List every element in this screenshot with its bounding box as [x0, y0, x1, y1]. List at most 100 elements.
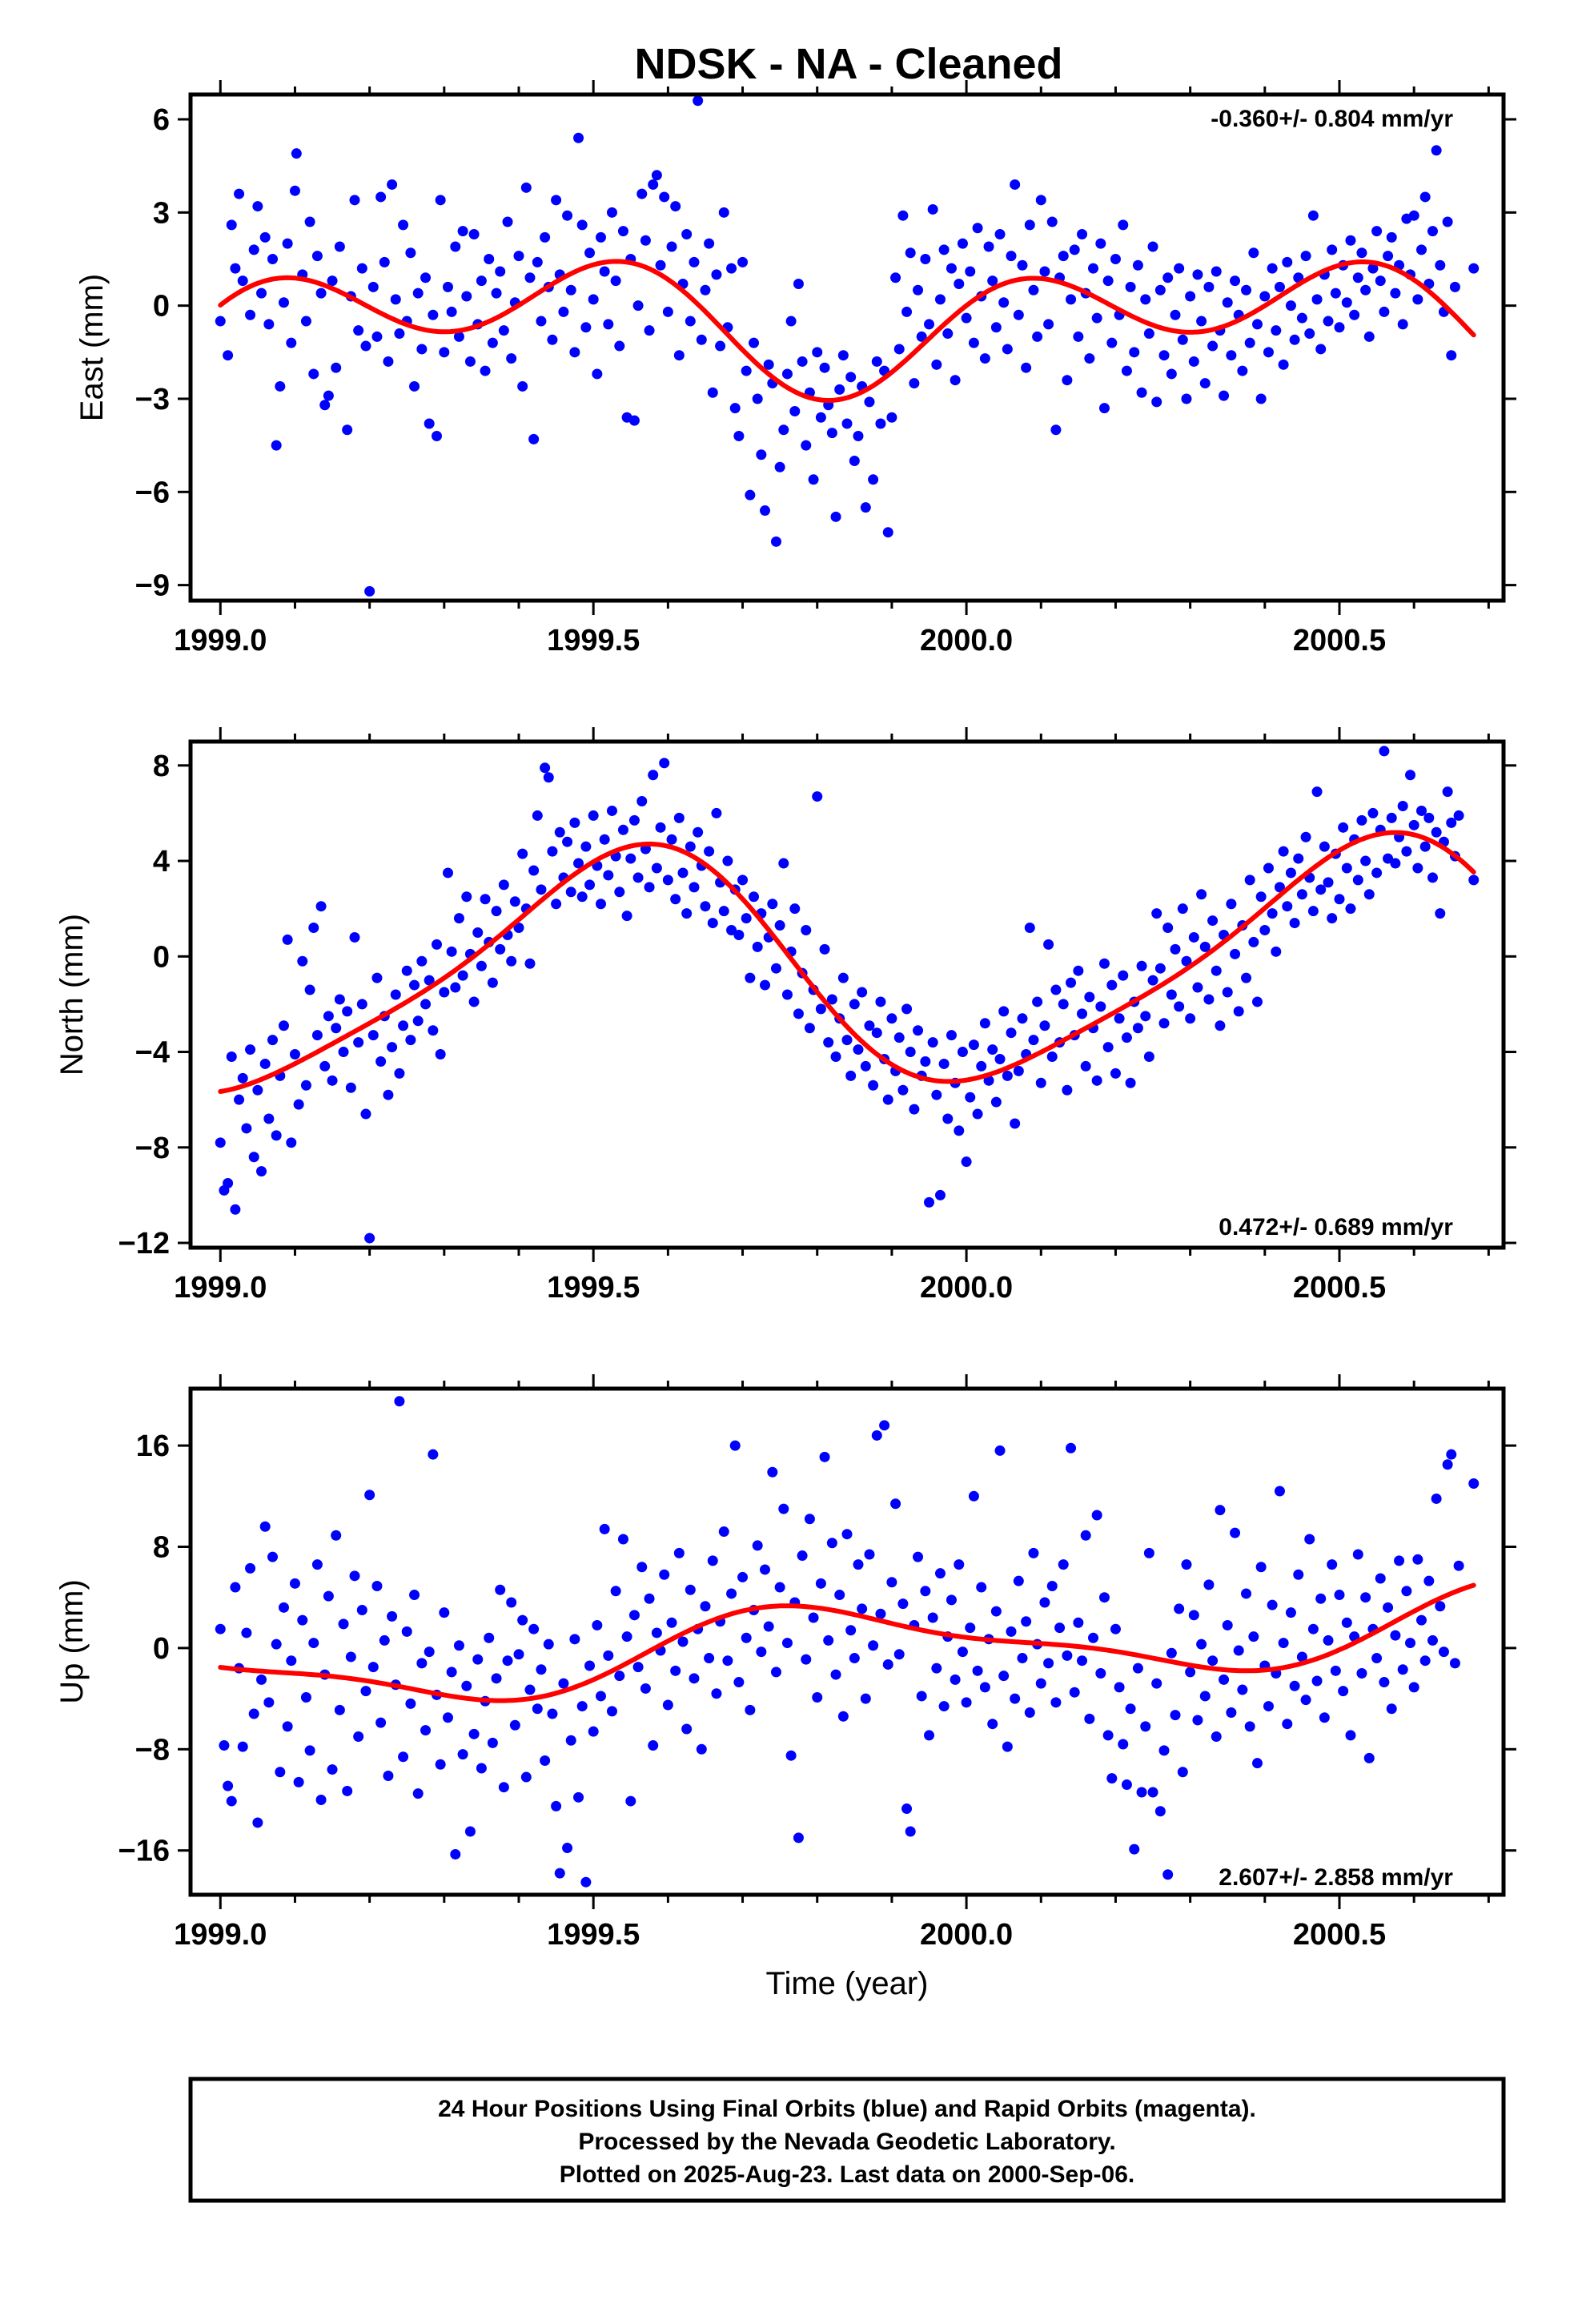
east-data-point	[353, 325, 364, 336]
north-data-point	[1095, 1001, 1106, 1012]
east-data-point	[394, 328, 405, 340]
up-data-point	[1319, 1712, 1330, 1723]
north-data-point	[1080, 1060, 1091, 1072]
caption-line-2: Processed by the Nevada Geodetic Laborat…	[578, 2129, 1115, 2155]
east-data-point	[599, 266, 610, 277]
up-data-point	[1203, 1579, 1215, 1590]
east-data-point	[875, 418, 886, 429]
up-data-point	[893, 1649, 905, 1660]
up-data-point	[954, 1559, 965, 1570]
up-data-point	[868, 1640, 879, 1651]
up-data-point	[398, 1751, 409, 1763]
up-data-point	[1230, 1527, 1241, 1538]
up-data-point	[1468, 1478, 1480, 1489]
up-data-point	[1185, 1667, 1196, 1678]
up-data-point	[767, 1466, 778, 1478]
east-data-point	[271, 440, 282, 451]
east-data-point	[1375, 275, 1386, 287]
east-data-point	[371, 331, 383, 342]
north-data-point	[770, 963, 781, 974]
east-data-point	[1203, 281, 1215, 292]
north-data-point	[845, 1070, 857, 1081]
north-data-point	[1098, 958, 1110, 969]
up-data-point	[1423, 1575, 1435, 1586]
up-data-point	[1196, 1638, 1207, 1650]
east-data-point	[905, 247, 916, 259]
north-data-point	[1423, 812, 1435, 823]
east-data-point	[1427, 226, 1438, 237]
up-data-point	[1158, 1745, 1170, 1756]
north-data-point	[1241, 972, 1252, 983]
east-data-point	[405, 247, 416, 259]
east-data-point	[1435, 259, 1446, 271]
east-data-point	[864, 396, 875, 408]
up-data-point	[342, 1785, 353, 1796]
east-data-point	[603, 319, 614, 330]
up-data-point	[1263, 1701, 1274, 1712]
up-data-point	[1323, 1634, 1334, 1646]
east-data-point	[927, 203, 938, 215]
east-data-point	[837, 350, 849, 361]
up-data-point	[812, 1692, 823, 1703]
up-data-point	[1219, 1674, 1230, 1685]
north-data-point	[860, 1060, 871, 1072]
north-data-point	[263, 1113, 275, 1124]
up-data-point	[1289, 1680, 1300, 1691]
up-data-point	[1091, 1510, 1102, 1521]
up-data-point	[286, 1655, 297, 1667]
north-y-tick-label: −12	[118, 1227, 170, 1261]
east-rate-label: -0.360+/- 0.804 mm/yr	[1211, 106, 1453, 132]
north-data-point	[289, 1049, 300, 1060]
east-data-point	[569, 347, 580, 358]
up-data-point	[1017, 1653, 1028, 1664]
up-data-point	[1121, 1779, 1132, 1791]
up-data-point	[1106, 1773, 1118, 1784]
east-data-point	[230, 263, 241, 274]
east-data-point	[300, 316, 311, 327]
east-data-point	[920, 253, 931, 264]
up-data-point	[1013, 1575, 1024, 1586]
east-data-point	[1102, 275, 1114, 287]
up-data-point	[1035, 1678, 1046, 1689]
north-data-point	[1170, 943, 1181, 955]
east-data-point	[1032, 331, 1043, 342]
north-x-tick-label: 2000.0	[920, 1271, 1013, 1305]
east-data-point	[913, 284, 924, 296]
up-data-point	[793, 1832, 804, 1844]
north-data-point	[1196, 889, 1207, 900]
north-data-point	[979, 1018, 990, 1029]
north-data-point	[1341, 862, 1352, 874]
north-data-point	[442, 867, 453, 879]
north-data-point	[424, 975, 435, 986]
up-data-point	[259, 1521, 271, 1532]
east-data-point	[1237, 365, 1248, 376]
east-data-point	[942, 328, 954, 340]
up-y-tick-label: 8	[153, 1531, 170, 1565]
north-data-point	[1401, 846, 1412, 857]
north-y-tick-label: 8	[153, 750, 170, 783]
east-data-point	[390, 294, 401, 305]
east-data-point	[360, 340, 371, 352]
up-data-point	[219, 1740, 230, 1751]
east-data-point	[237, 275, 248, 287]
east-data-point	[1431, 145, 1442, 156]
north-data-point	[1174, 1001, 1185, 1012]
east-data-point	[868, 474, 879, 485]
up-data-point	[379, 1634, 390, 1646]
up-data-point	[700, 1601, 711, 1612]
east-data-point	[1046, 216, 1058, 227]
east-data-point	[468, 228, 480, 239]
north-data-point	[599, 834, 610, 845]
up-data-point	[1394, 1555, 1405, 1566]
east-y-tick-label: 6	[153, 103, 170, 137]
up-data-point	[1334, 1590, 1345, 1601]
north-data-point	[1162, 923, 1174, 934]
up-data-point	[860, 1693, 871, 1704]
north-data-point	[315, 901, 327, 912]
north-data-point	[804, 1023, 815, 1034]
east-data-point	[890, 272, 901, 283]
north-data-point	[1106, 979, 1118, 991]
east-data-point	[1386, 231, 1397, 243]
north-data-point	[1102, 1042, 1114, 1053]
north-data-point	[648, 770, 659, 781]
